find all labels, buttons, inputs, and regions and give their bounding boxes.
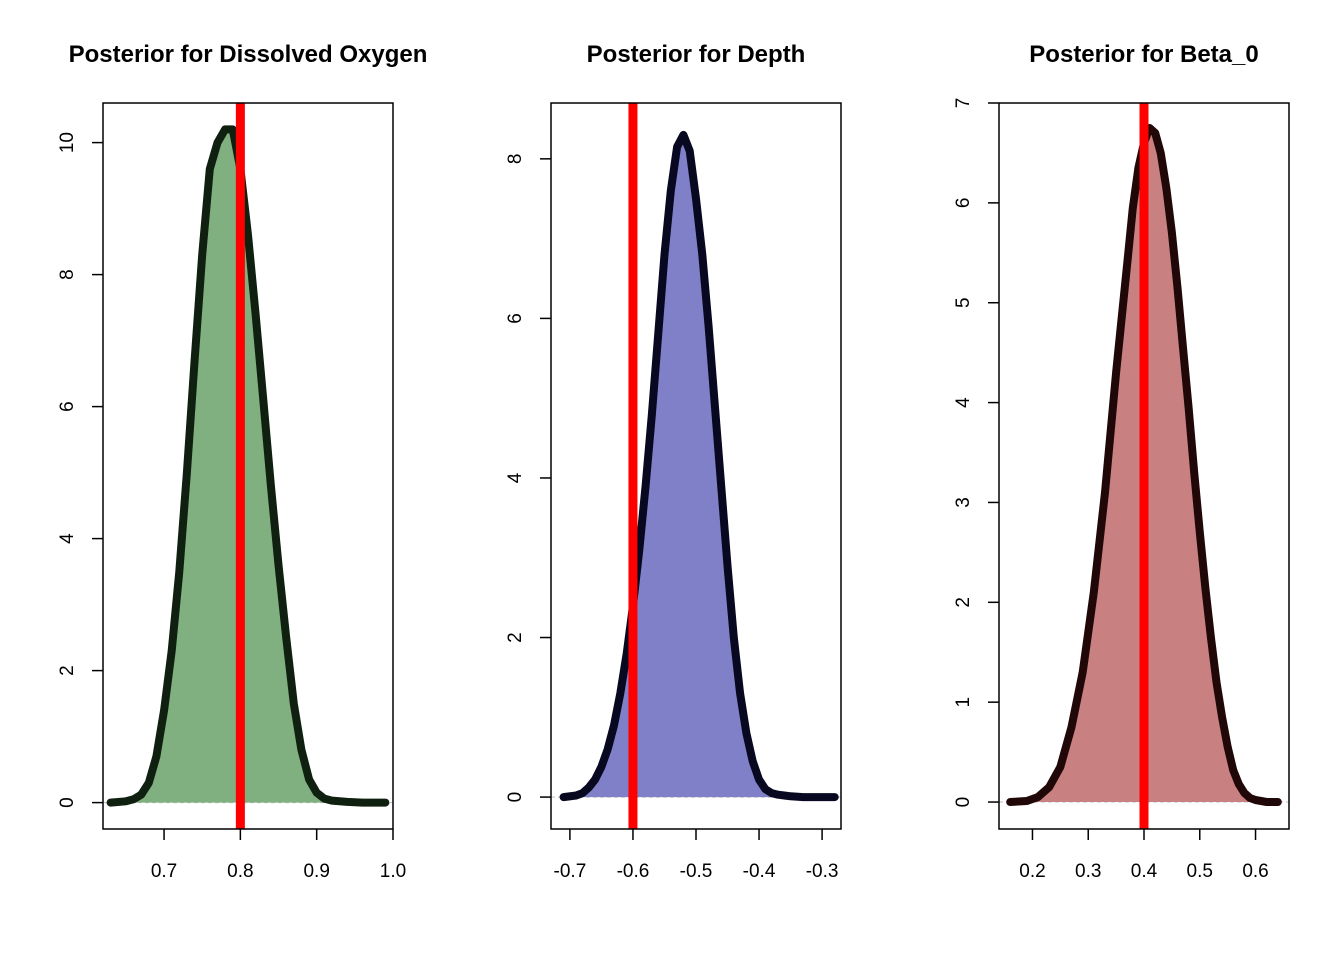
chart-panel-3: Posterior for Beta_0 0.2 0.3 0.4 0.5 0.6 0 1 2 3 4… bbox=[953, 41, 1290, 882]
plot-frame bbox=[102, 102, 394, 830]
x-tick-label: 0.7 bbox=[151, 861, 177, 882]
x-tick-label: 0.5 bbox=[1187, 861, 1213, 882]
y-tick-label: 4 bbox=[953, 397, 974, 408]
x-tick-label: -0.5 bbox=[680, 861, 713, 882]
density-curve bbox=[559, 130, 839, 802]
x-tick-label: 0.2 bbox=[1019, 861, 1045, 882]
x-tick-label: -0.6 bbox=[617, 861, 650, 882]
x-tick-label: 0.3 bbox=[1075, 861, 1101, 882]
y-tick-label: 6 bbox=[953, 198, 974, 209]
x-tick-label: -0.4 bbox=[743, 861, 776, 882]
x-tick-label: -0.7 bbox=[554, 861, 587, 882]
y-tick-label: 0 bbox=[57, 797, 78, 808]
y-tick-label: 8 bbox=[57, 269, 78, 280]
y-tick-label: 4 bbox=[505, 472, 526, 483]
x-tick-label: 0.6 bbox=[1242, 861, 1268, 882]
x-tick-label: 0.8 bbox=[227, 861, 253, 882]
y-tick-label: 2 bbox=[505, 632, 526, 643]
x-tick-label: 0.9 bbox=[303, 861, 329, 882]
y-tick-label: 10 bbox=[57, 132, 78, 153]
y-tick-label: 3 bbox=[953, 497, 974, 508]
chart-title: Posterior for Beta_0 bbox=[1029, 41, 1258, 68]
y-tick-label: 6 bbox=[505, 313, 526, 324]
y-tick-label: 4 bbox=[57, 533, 78, 544]
y-tick-label: 5 bbox=[953, 297, 974, 308]
density-curve bbox=[1006, 124, 1282, 806]
chart-panel-2: Posterior for Depth -0.7 -0.6 -0.5 -0.4 -0.3 0… bbox=[505, 41, 842, 882]
x-tick-label: 0.4 bbox=[1131, 861, 1158, 882]
y-tick-label: 1 bbox=[953, 697, 974, 708]
density-fill bbox=[110, 129, 386, 803]
y-tick-label: 2 bbox=[57, 665, 78, 676]
y-tick-label: 2 bbox=[953, 597, 974, 608]
y-tick-label: 0 bbox=[953, 797, 974, 808]
x-tick-label: 1.0 bbox=[380, 861, 406, 882]
chart-panel-1: Posterior for Dissolved Oxygen 0.7 0.8 0.9 1… bbox=[57, 41, 427, 882]
y-tick-label: 8 bbox=[505, 154, 526, 165]
y-tick-label: 0 bbox=[505, 792, 526, 803]
y-tick-label: 6 bbox=[57, 401, 78, 412]
chart-title: Posterior for Dissolved Oxygen bbox=[69, 41, 428, 68]
x-tick-label: -0.3 bbox=[806, 861, 839, 882]
y-tick-label: 7 bbox=[953, 98, 974, 109]
chart-title: Posterior for Depth bbox=[587, 41, 806, 68]
